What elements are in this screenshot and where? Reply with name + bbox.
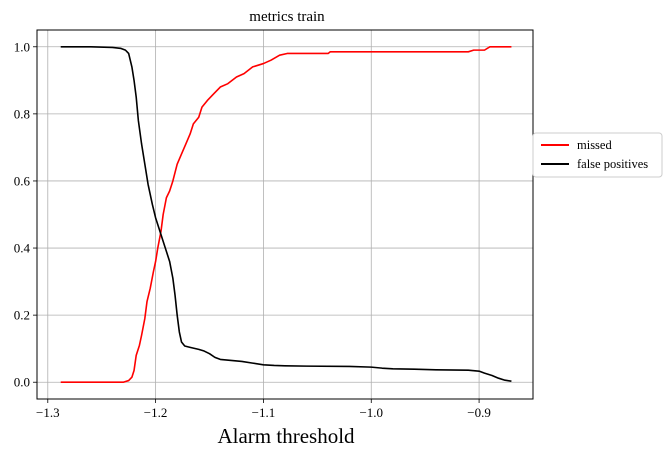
x-tick-label: −1.0 [359,405,383,420]
x-tick-label: −1.1 [252,405,276,420]
x-axis-label: Alarm threshold [217,424,355,448]
y-tick-label: 0.0 [14,375,30,390]
chart-title: metrics train [249,9,325,25]
x-tick-label: −1.3 [36,405,60,420]
y-tick-label: 1.0 [14,39,30,54]
series-lines [60,45,512,384]
plot-frame [36,29,534,400]
legend: missed false positives [532,132,663,178]
x-axis: −1.3 −1.2 −1.1 −1.0 −0.9 [36,399,491,420]
y-axis: 0.0 0.2 0.4 0.6 0.8 1.0 [14,39,37,390]
y-tick-label: 0.2 [14,308,30,323]
series-line-missed [60,45,512,384]
x-tick-label: −0.9 [467,405,491,420]
x-tick-label: −1.2 [144,405,168,420]
series-line-false-positives [60,45,512,383]
legend-label-false-positives: false positives [577,157,648,171]
y-tick-label: 0.4 [14,241,31,256]
grid [37,30,533,399]
legend-label-missed: missed [577,138,612,152]
y-tick-label: 0.6 [14,173,31,188]
y-tick-label: 0.8 [14,106,30,121]
